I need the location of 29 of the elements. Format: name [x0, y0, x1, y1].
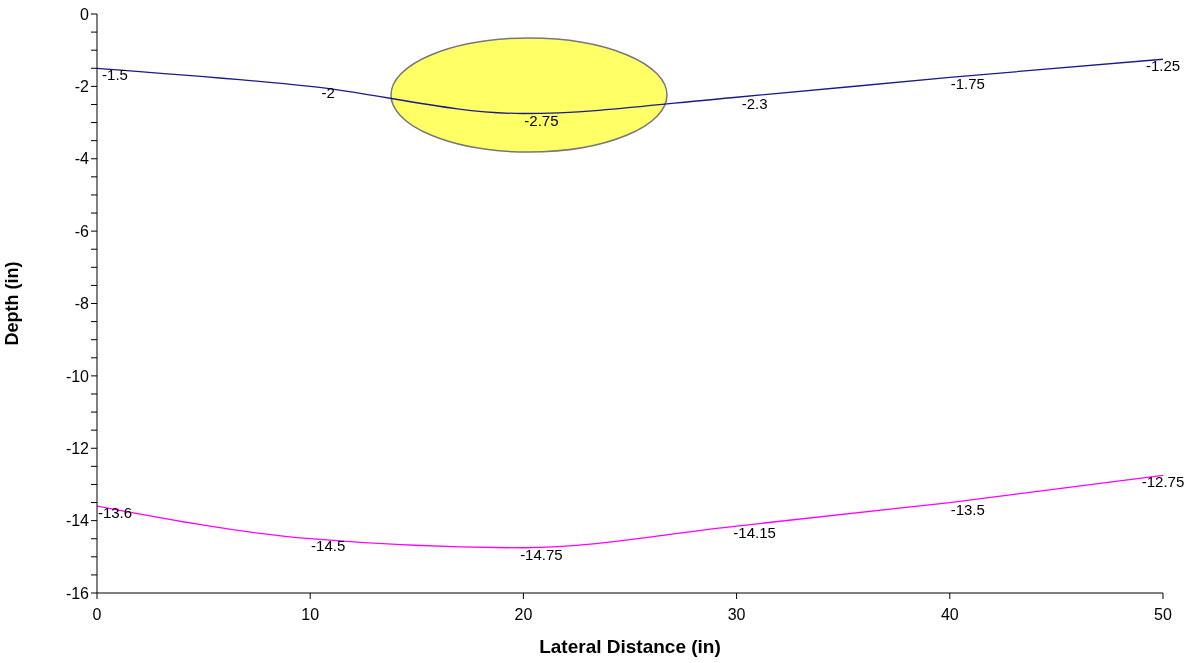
y-tick-label: 0	[80, 5, 90, 23]
data-label: -14.5	[311, 536, 346, 554]
x-tick-label: 10	[301, 606, 320, 624]
y-axis-title: Depth (in)	[2, 261, 23, 346]
y-tick-label: -10	[65, 367, 90, 385]
y-tick-label: -8	[74, 295, 90, 313]
y-tick-label: -6	[74, 222, 90, 240]
x-axis-title: Lateral Distance (in)	[539, 636, 721, 657]
y-tick-label: -2	[74, 78, 90, 96]
y-tick-label: -14	[65, 512, 90, 530]
x-tick-label: 30	[727, 606, 746, 624]
y-tick-label: -12	[65, 439, 90, 457]
data-label: -14.75	[520, 545, 563, 563]
y-tick-label: -4	[74, 150, 90, 168]
x-tick-label: 40	[940, 606, 959, 624]
data-label: -13.5	[950, 500, 985, 518]
data-label: -1.75	[950, 75, 985, 93]
data-label: -2.75	[524, 111, 559, 129]
data-label: -14.15	[733, 524, 776, 542]
data-label: -1.5	[102, 66, 128, 84]
data-label: -12.75	[1141, 473, 1185, 491]
data-label: -2	[321, 84, 335, 102]
y-tick-label: -16	[65, 584, 90, 602]
x-tick-label: 0	[92, 606, 102, 624]
data-label: -13.6	[97, 504, 133, 522]
data-label: -2.3	[741, 95, 768, 113]
data-label: -1.25	[1145, 57, 1181, 75]
x-tick-label: 20	[514, 606, 533, 624]
x-tick-label: 50	[1154, 606, 1172, 624]
